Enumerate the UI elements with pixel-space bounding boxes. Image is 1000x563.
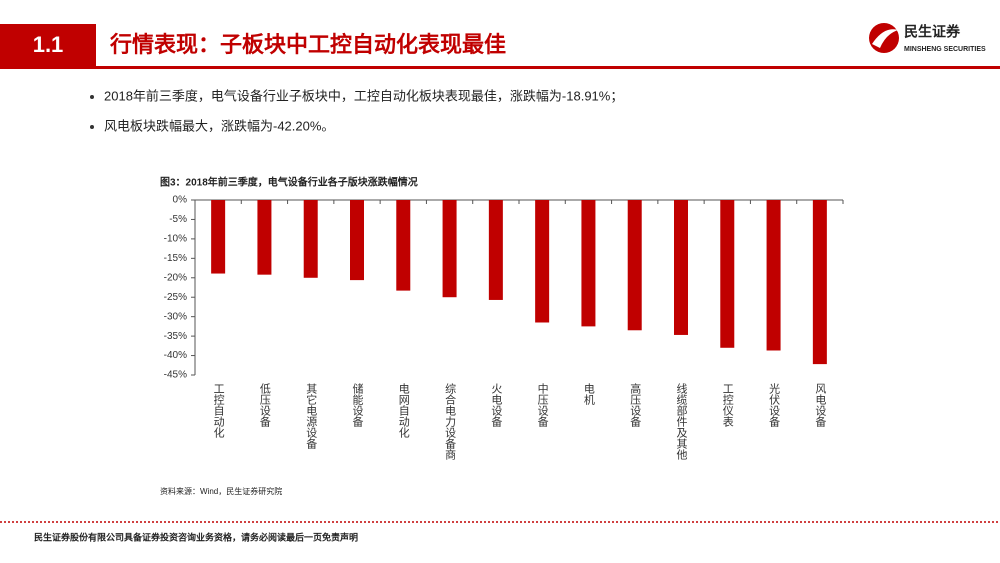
bar [720,200,735,348]
bullet: 风电板块跌幅最大，涨跌幅为-42.20%。 [104,118,334,133]
x-tick-label: 综合电力设备商 [444,382,457,461]
logo-swoosh [872,29,898,48]
y-tick-label: 0% [173,195,188,206]
x-tick-label: 其它电源设备 [305,383,318,450]
source-note: 资料来源：Wind，民生证券研究院 [160,486,282,496]
bar [211,200,226,274]
bar [812,200,827,365]
bar [303,200,318,278]
bar [350,200,364,281]
y-tick-label: -30% [164,311,187,322]
y-tick-label: -45% [164,370,187,381]
y-tick-label: -40% [164,350,187,361]
footer-text: 民生证券股份有限公司具备证券投资咨询业务资格，请务必阅读最后一页免责声明 [34,531,358,542]
x-tick-label: 电机 [582,383,595,405]
section-number: 1.1 [33,32,64,57]
logo-sub: MINSHENG SECURITIES [904,46,986,53]
logo-name: 民生证券 [904,24,961,40]
x-tick-label: 工控自动化 [212,383,225,439]
x-tick-label: 风电设备 [814,383,827,428]
y-tick-label: -5% [169,214,187,225]
bar [257,200,272,275]
y-tick-label: -20% [164,272,187,283]
bullet-dot [90,125,94,129]
bar [488,200,503,300]
bar [766,200,781,351]
x-tick-label: 线缆部件及其他 [675,382,688,460]
x-tick-label: 低压设备 [258,383,271,428]
y-tick-label: -15% [164,253,187,264]
bullet: 2018年前三季度，电气设备行业子板块中，工控自动化板块表现最佳，涨跌幅为-18… [104,88,623,104]
x-tick-label: 电网自动化 [397,383,410,439]
bar [581,200,596,327]
x-tick-label: 火电设备 [490,383,503,428]
y-tick-label: -35% [164,331,187,342]
x-tick-label: 工控仪表 [721,383,734,428]
section-box [0,24,96,66]
x-tick-label: 高压设备 [629,382,642,428]
x-tick-label: 储能设备 [351,382,364,428]
bar [627,200,642,331]
bar [442,200,457,298]
x-tick-label: 光伏设备 [768,382,781,428]
slide-title: 行情表现：子板块中工控自动化表现最佳 [109,32,506,57]
bar [396,200,411,291]
bar [674,200,688,335]
header-rule [0,66,1000,69]
bullet-dot [90,95,94,99]
y-tick-label: -25% [164,292,187,303]
y-tick-label: -10% [164,234,187,245]
x-tick-label: 中压设备 [536,383,549,428]
bar [535,200,550,323]
chart-title: 图3：2018年前三季度，电气设备行业各子版块涨跌幅情况 [160,176,418,189]
